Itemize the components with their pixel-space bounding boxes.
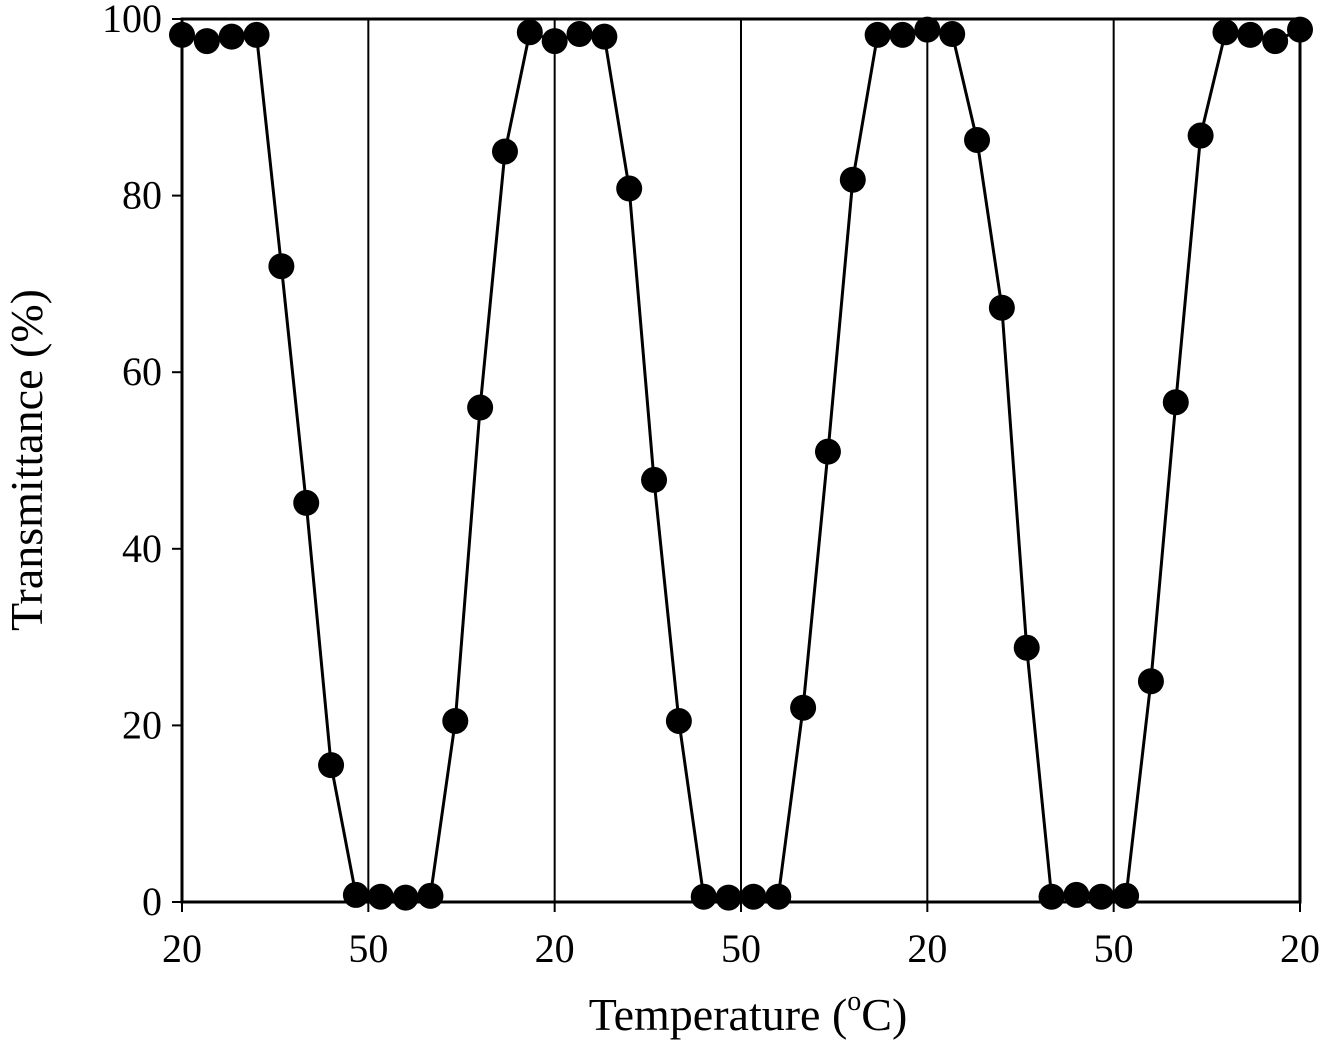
y-tick-label-40: 40 (122, 526, 162, 571)
x-tick-label-3: 50 (721, 926, 761, 971)
x-axis-title-superscript: o (847, 986, 861, 1017)
data-point-17 (591, 23, 618, 50)
data-point-27 (839, 166, 866, 193)
data-point-14 (516, 19, 543, 46)
data-point-28 (864, 21, 891, 48)
x-axis-title-main: Temperature ( (589, 989, 848, 1040)
data-point-8 (367, 883, 394, 910)
data-point-6 (318, 752, 345, 779)
data-point-22 (715, 884, 742, 911)
data-point-12 (467, 394, 494, 421)
y-axis-ticks: 0 20 40 60 80 100 (102, 0, 182, 924)
data-point-1 (193, 28, 220, 55)
data-point-4 (268, 253, 295, 280)
data-point-10 (417, 882, 444, 909)
y-tick-label-0: 0 (142, 879, 162, 924)
data-point-36 (1063, 881, 1090, 908)
data-point-33 (988, 294, 1015, 321)
y-tick-label-100: 100 (102, 0, 162, 41)
data-point-23 (740, 883, 767, 910)
data-point-20 (665, 707, 692, 734)
data-point-29 (889, 21, 916, 48)
x-axis-title: Temperature (oC) (589, 986, 908, 1040)
data-point-16 (566, 21, 593, 48)
data-point-24 (765, 883, 792, 910)
y-tick-label-60: 60 (122, 349, 162, 394)
x-tick-label-2: 20 (535, 926, 575, 971)
y-tick-label-20: 20 (122, 702, 162, 747)
data-point-37 (1088, 883, 1115, 910)
x-axis-title-suffix: C) (861, 989, 907, 1040)
data-point-38 (1113, 882, 1140, 909)
x-tick-label-6: 20 (1280, 926, 1320, 971)
y-axis-title: Transmittance (%) (1, 289, 52, 631)
data-point-31 (939, 21, 966, 48)
data-point-43 (1237, 21, 1264, 48)
x-tick-label-4: 20 (907, 926, 947, 971)
y-tick-label-80: 80 (122, 173, 162, 218)
data-point-21 (690, 883, 717, 910)
x-axis-ticks: 20 50 20 50 20 50 20 (162, 902, 1320, 971)
data-point-9 (392, 884, 419, 911)
data-points (169, 16, 1313, 911)
x-tick-label-1: 50 (348, 926, 388, 971)
data-point-7 (342, 881, 369, 908)
data-point-3 (243, 21, 270, 48)
data-point-30 (914, 16, 941, 43)
data-point-11 (442, 707, 469, 734)
data-point-2 (218, 23, 245, 50)
data-point-35 (1038, 883, 1065, 910)
x-tick-label-0: 20 (162, 926, 202, 971)
data-point-19 (641, 466, 668, 493)
data-point-26 (814, 438, 841, 465)
data-point-13 (491, 138, 518, 165)
data-point-18 (616, 175, 643, 202)
data-point-5 (293, 489, 320, 516)
data-point-44 (1262, 28, 1289, 55)
data-point-15 (541, 28, 568, 55)
data-point-34 (1013, 634, 1040, 661)
data-point-41 (1187, 122, 1214, 149)
data-point-25 (790, 694, 817, 721)
cycle-dividers (367, 19, 1115, 902)
x-tick-label-5: 50 (1094, 926, 1134, 971)
data-point-40 (1162, 389, 1189, 416)
data-point-39 (1137, 668, 1164, 695)
data-point-42 (1212, 19, 1239, 46)
data-point-32 (964, 126, 991, 153)
